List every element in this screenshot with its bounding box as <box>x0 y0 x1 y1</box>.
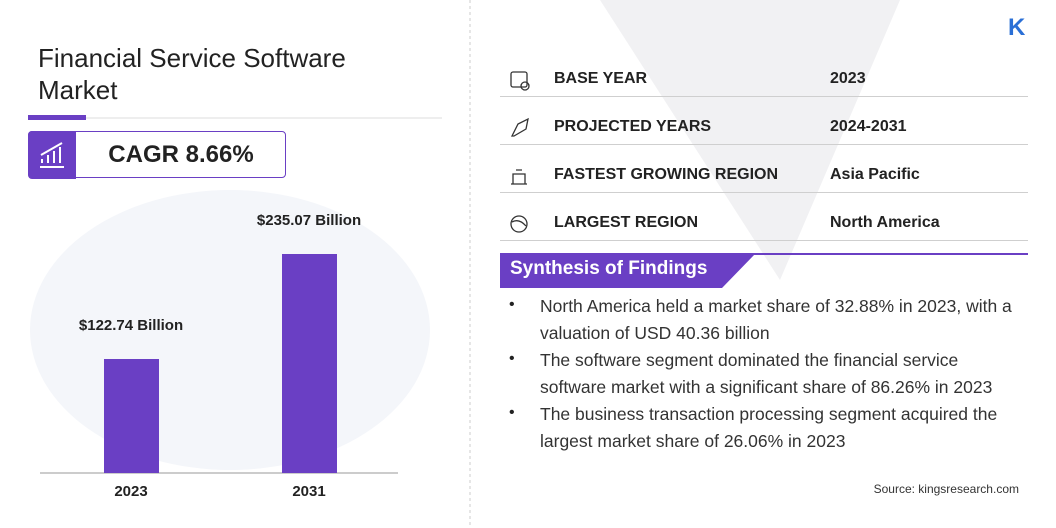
bullet: • <box>509 296 515 313</box>
row-divider <box>500 240 1028 241</box>
bullet: • <box>509 350 515 367</box>
fact-value: North America <box>830 214 940 231</box>
fact-label: BASE YEAR <box>554 70 648 87</box>
chart-title: Financial Service Software Market <box>38 43 346 105</box>
bullet: • <box>509 404 515 421</box>
finding: North America held a market share of 32.… <box>540 296 1012 343</box>
fact-value: 2023 <box>830 70 866 87</box>
fact-label: FASTEST GROWING REGION <box>554 166 779 183</box>
bar <box>103 358 159 473</box>
x-tick-label: 2023 <box>114 483 148 500</box>
row-divider <box>500 144 1028 145</box>
value-label: $122.74 Billion <box>78 316 184 334</box>
row-divider <box>500 96 1028 97</box>
logo: K <box>1008 14 1026 41</box>
findings-title: Synthesis of Findings <box>510 258 708 279</box>
cagr: CAGR 8.66% <box>108 141 254 168</box>
x-tick-label: 2031 <box>292 483 326 500</box>
value-label: $235.07 Billion <box>256 212 362 230</box>
source: Source: kingsresearch.com <box>873 482 1019 496</box>
fact-value: 2024-2031 <box>830 118 907 135</box>
row-divider <box>500 192 1028 193</box>
chart: $122.74 Billion 2023 $235.07 Billion 2031 <box>0 0 470 528</box>
fact-label: LARGEST REGION <box>554 214 699 231</box>
bar <box>281 254 337 473</box>
cagr-icon <box>28 131 76 179</box>
fact-value: Asia Pacific <box>830 166 920 183</box>
finding: The software segment dominated the finan… <box>540 350 993 397</box>
fact-label: PROJECTED YEARS <box>554 118 712 135</box>
icon <box>40 142 64 168</box>
finding: The business transaction processing segm… <box>540 404 998 451</box>
